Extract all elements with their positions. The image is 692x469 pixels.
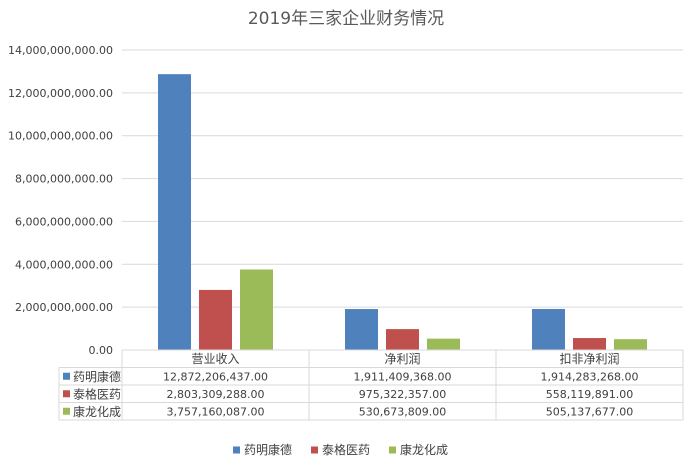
bar xyxy=(386,329,419,350)
legend-swatch xyxy=(389,446,396,454)
data-label: 1,911,409,368.00 xyxy=(354,370,452,383)
data-label: 975,322,357.00 xyxy=(359,388,446,401)
bar xyxy=(573,338,606,350)
y-tick-label: 12,000,000,000.00 xyxy=(8,87,113,100)
bar xyxy=(532,308,565,350)
legend: 药明康德 泰格医药 康龙化成 xyxy=(233,442,448,457)
bar xyxy=(345,309,378,350)
bar-series-1 xyxy=(158,74,565,351)
bar-series-2 xyxy=(199,289,606,350)
bar xyxy=(158,74,191,351)
bar xyxy=(199,289,232,350)
legend-swatch xyxy=(311,446,318,454)
bar xyxy=(614,339,647,350)
bar xyxy=(427,338,460,350)
y-tick-label: 10,000,000,000.00 xyxy=(8,130,113,143)
table-series-name: 康龙化成 xyxy=(73,404,121,419)
bar-series-3 xyxy=(240,269,647,350)
y-tick-label: 0.00 xyxy=(89,344,114,357)
gridlines xyxy=(122,49,683,308)
legend-swatch xyxy=(233,446,240,454)
data-label: 558,119,891.00 xyxy=(546,388,633,401)
y-tick-label: 8,000,000,000.00 xyxy=(15,173,113,186)
y-axis-tick-labels: 0.00 2,000,000,000.00 4,000,000,000.00 6,00… xyxy=(8,44,113,357)
legend-label: 康龙化成 xyxy=(400,442,448,457)
bars xyxy=(158,74,647,351)
data-label: 505,137,677.00 xyxy=(546,405,633,418)
data-label: 530,673,809.00 xyxy=(359,405,446,418)
table-legend-key xyxy=(63,372,70,380)
chart-title: 2019年三家企业财务情况 xyxy=(248,9,444,29)
y-tick-label: 14,000,000,000.00 xyxy=(8,44,113,57)
y-tick-label: 2,000,000,000.00 xyxy=(15,301,113,314)
y-tick-label: 6,000,000,000.00 xyxy=(15,215,113,228)
y-tick-label: 4,000,000,000.00 xyxy=(15,258,113,271)
bar xyxy=(240,269,273,350)
data-label: 3,757,160,087.00 xyxy=(167,405,265,418)
x-tick-label: 扣非净利润 xyxy=(559,352,619,366)
x-tick-label: 营业收入 xyxy=(191,352,239,366)
table-series-name: 泰格医药 xyxy=(73,386,121,401)
data-label: 2,803,309,288.00 xyxy=(167,388,265,401)
table-legend-key xyxy=(63,407,70,415)
legend-label: 药明康德 xyxy=(244,442,292,457)
legend-label: 泰格医药 xyxy=(322,442,370,457)
data-label: 12,872,206,437.00 xyxy=(163,370,268,383)
x-tick-label: 净利润 xyxy=(384,352,420,366)
table-legend-key xyxy=(63,390,70,398)
table-series-name: 药明康德 xyxy=(73,369,121,384)
data-label: 1,914,283,268.00 xyxy=(541,370,639,383)
